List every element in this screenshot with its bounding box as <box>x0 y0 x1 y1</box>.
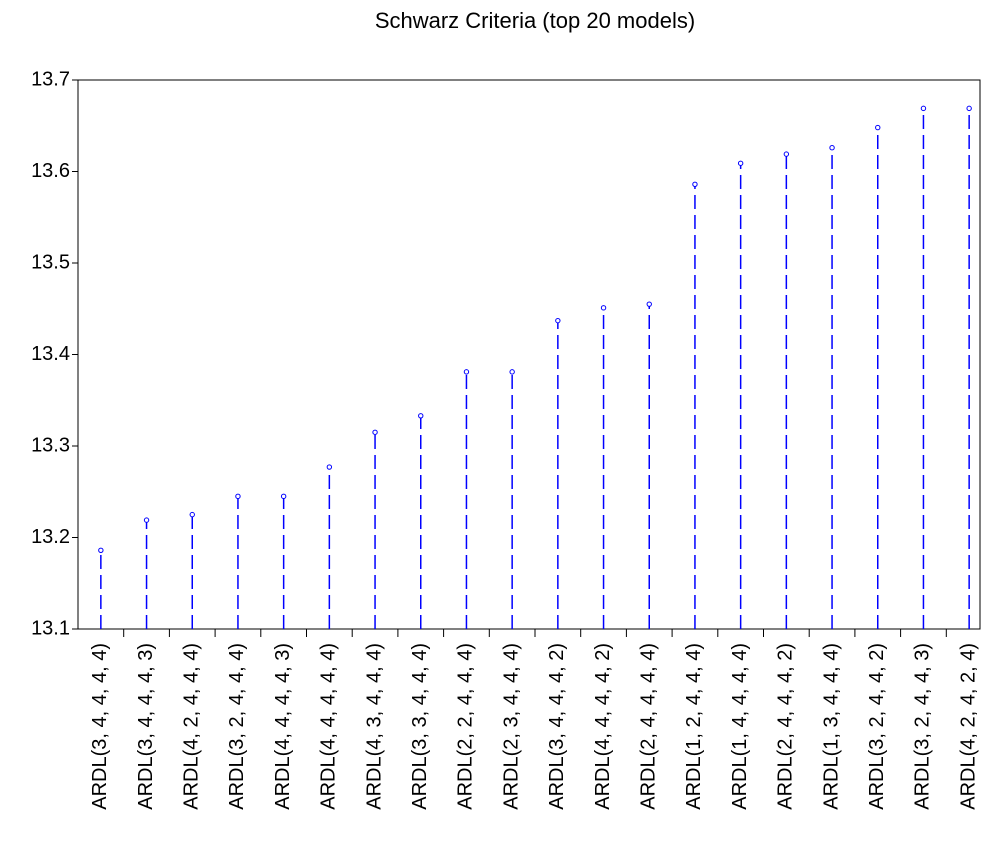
x-tick-label: ARDL(3, 2, 4, 4, 3) <box>912 643 934 810</box>
x-tick-label: ARDL(3, 4, 4, 4, 3) <box>135 643 157 810</box>
stem-marker <box>875 124 881 131</box>
x-tick-label: ARDL(2, 4, 4, 4, 2) <box>775 643 797 810</box>
x-tick-label: ARDL(4, 4, 4, 4, 2) <box>592 643 614 810</box>
x-tick-label: ARDL(3, 2, 4, 4, 2) <box>866 643 888 810</box>
x-tick-label: ARDL(3, 4, 4, 4, 2) <box>546 643 568 810</box>
y-tick-label: 13.5 <box>31 251 70 273</box>
plot-frame <box>77 79 981 630</box>
stem-marker <box>189 511 195 518</box>
stem-marker <box>737 160 744 166</box>
x-tick-label: ARDL(2, 3, 4, 4, 4) <box>500 643 522 810</box>
x-tick-label: ARDL(1, 2, 4, 4, 4) <box>683 643 705 810</box>
x-tick-label: ARDL(4, 2, 4, 4, 4) <box>181 643 203 810</box>
x-tick-label: ARDL(2, 2, 4, 4, 4) <box>455 643 477 810</box>
stem-marker <box>235 493 241 500</box>
x-tick-label: ARDL(3, 3, 4, 4, 4) <box>409 643 431 810</box>
x-tick-label: ARDL(1, 3, 4, 4, 4) <box>820 643 842 810</box>
stem-marker <box>829 145 835 151</box>
x-tick-label: ARDL(3, 4, 4, 4, 4) <box>89 643 111 810</box>
stem-marker <box>646 301 652 307</box>
stem-marker <box>555 317 561 324</box>
y-tick-label: 13.6 <box>31 160 70 182</box>
y-tick-label: 13.3 <box>31 434 70 456</box>
x-tick-label: ARDL(2, 4, 4, 4, 4) <box>638 643 660 810</box>
stem-marker <box>509 369 515 375</box>
stem-marker <box>372 429 378 435</box>
y-tick-label: 13.4 <box>31 343 70 365</box>
chart-title: Schwarz Criteria (top 20 models) <box>375 8 695 33</box>
x-tick-label: ARDL(4, 4, 4, 4, 4) <box>318 643 340 810</box>
stem-marker <box>966 105 972 112</box>
x-tick-label: ARDL(4, 4, 4, 4, 3) <box>272 643 294 810</box>
x-tick-label: ARDL(1, 4, 4, 4, 4) <box>729 643 751 810</box>
y-tick-label: 13.7 <box>31 68 70 90</box>
stem-marker <box>600 305 607 311</box>
x-tick-label: ARDL(4, 3, 4, 4, 4) <box>363 643 385 810</box>
stem-marker <box>783 151 790 157</box>
stem-marker <box>920 105 927 112</box>
stem-marker <box>143 517 150 523</box>
stem-marker <box>692 181 698 188</box>
y-tick-label: 13.1 <box>31 617 70 639</box>
y-tick-label: 13.2 <box>31 526 70 548</box>
stem-marker <box>463 369 470 375</box>
stem-marker <box>418 413 424 419</box>
x-tick-label: ARDL(4, 2, 4, 2, 4) <box>957 643 979 810</box>
stem-marker <box>98 547 104 554</box>
stem-marker <box>326 464 333 470</box>
x-tick-label: ARDL(3, 2, 4, 4, 4) <box>226 643 248 810</box>
stem-marker <box>280 493 287 500</box>
